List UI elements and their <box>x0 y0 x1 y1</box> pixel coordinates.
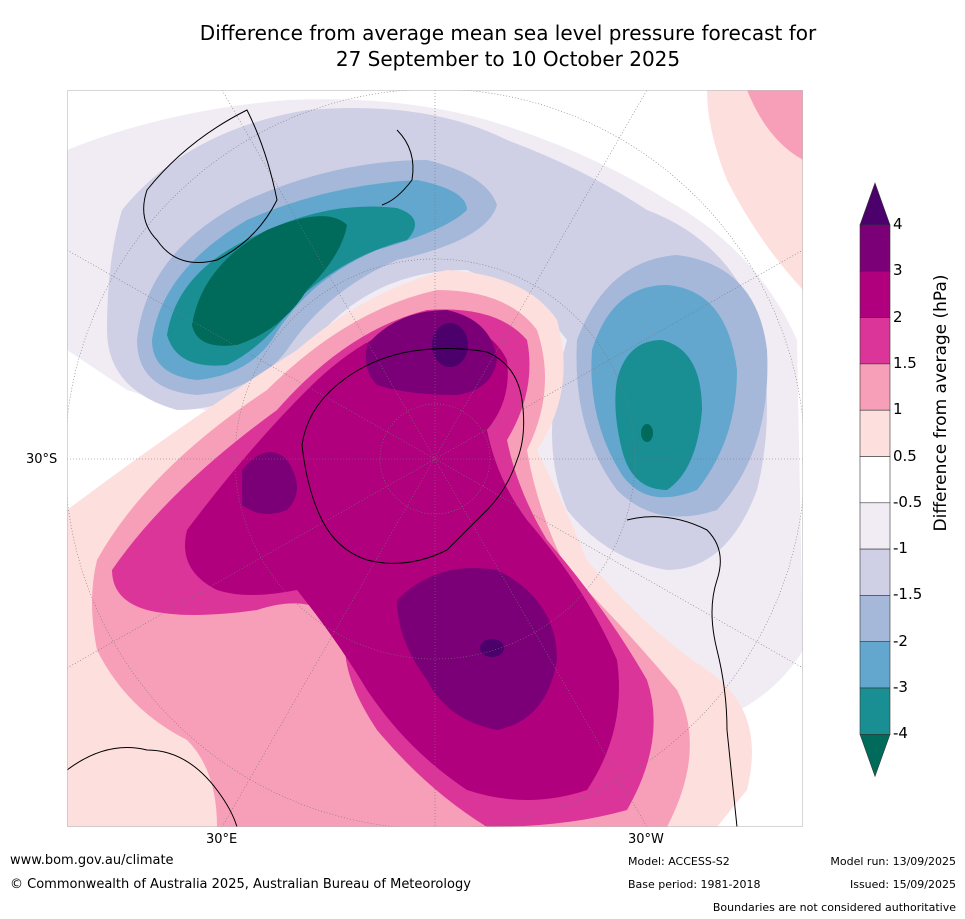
issued-date: Issued: 15/09/2025 <box>849 878 956 891</box>
colorbar-tick-label: 3 <box>893 261 903 280</box>
colorbar-tick-label: -1 <box>893 539 908 558</box>
coastlines <box>67 109 738 827</box>
colorbar-segment <box>859 502 891 550</box>
pressure-anomaly-map <box>67 90 803 827</box>
colorbar-tick-label: 0.5 <box>893 446 917 465</box>
model-run: Model run: 13/09/2025 <box>830 855 956 868</box>
colorbar-segment <box>859 641 891 689</box>
south-america-coastline <box>626 516 738 827</box>
copyright-text: © Commonwealth of Australia 2025, Austra… <box>10 877 471 892</box>
colorbar-segment <box>859 271 891 318</box>
colorbar-tick-label: -1.5 <box>893 585 923 604</box>
map-title: Difference from average mean sea level p… <box>0 20 965 72</box>
colorbar-tick-label: 1 <box>893 400 903 419</box>
colorbar-segment <box>859 548 891 596</box>
title-line-1: Difference from average mean sea level p… <box>199 21 817 45</box>
colorbar-segment <box>859 224 891 272</box>
antarctica-coastline <box>301 348 525 564</box>
colorbar-segment <box>859 363 891 411</box>
colorbar-tick-label: -4 <box>893 724 908 743</box>
colorbar-segment <box>859 409 891 457</box>
colorbar-label: Difference from average (hPa) <box>931 274 951 532</box>
colorbar-tick-label: -2 <box>893 631 908 650</box>
colorbar-tick-label: -0.5 <box>893 492 923 511</box>
colorbar-segment <box>859 687 891 735</box>
africa-coastline <box>67 747 238 827</box>
colorbar-tick-label: 4 <box>893 215 903 233</box>
colorbar-segment <box>859 456 891 504</box>
lat-label-30s: 30°S <box>26 452 58 467</box>
colorbar-extend-top <box>859 182 891 226</box>
lon-label-30e: 30°E <box>206 832 238 847</box>
colorbar-tick-label: -3 <box>893 678 908 696</box>
graticule <box>67 90 803 827</box>
website-link[interactable]: www.bom.gov.au/climate <box>10 853 174 868</box>
new-zealand-coastline <box>381 129 414 206</box>
map-frame <box>67 90 803 827</box>
colorbar-segment <box>859 317 891 365</box>
boundaries-disclaimer: Boundaries are not considered authoritat… <box>712 901 956 914</box>
colorbar <box>859 182 891 778</box>
base-period: Base period: 1981-2018 <box>628 878 761 891</box>
colorbar-extend-bottom <box>859 733 891 778</box>
colorbar-tick-label: 2 <box>893 307 903 326</box>
colorbar-tick-label: 1.5 <box>893 353 917 372</box>
australia-coastline <box>143 109 278 263</box>
lon-label-30w: 30°W <box>628 832 664 847</box>
title-line-2: 27 September to 10 October 2025 <box>335 47 681 71</box>
model-name: Model: ACCESS-S2 <box>628 855 730 868</box>
colorbar-segment <box>859 595 891 642</box>
